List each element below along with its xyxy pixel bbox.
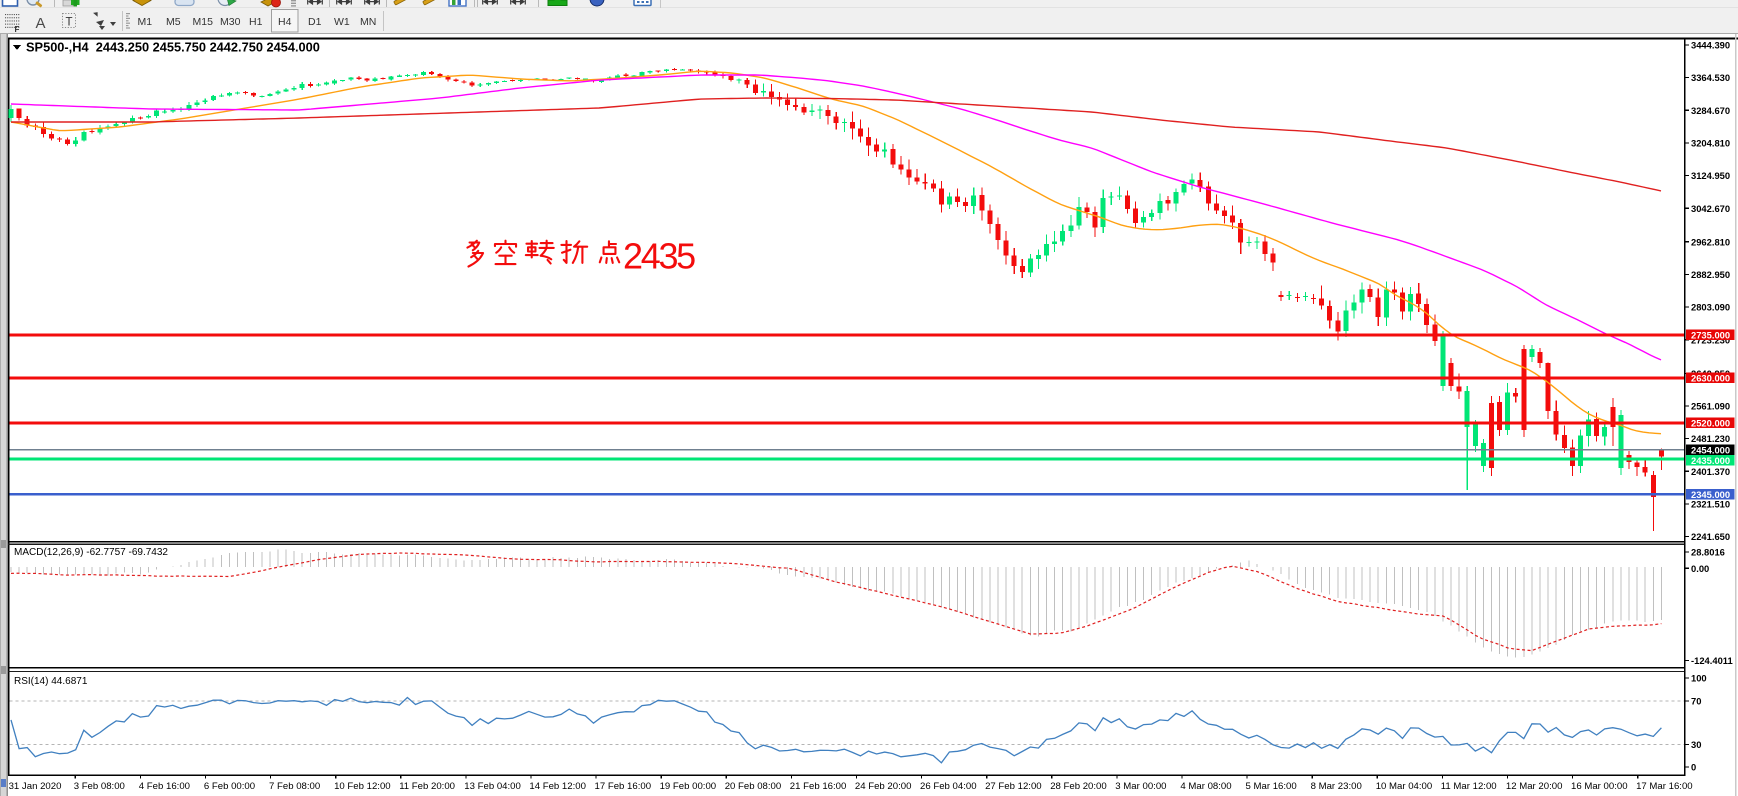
svg-text:100: 100 <box>1691 673 1707 684</box>
svg-text:30: 30 <box>1691 739 1701 750</box>
svg-text:3444.390: 3444.390 <box>1691 40 1730 51</box>
svg-text:3364.530: 3364.530 <box>1691 72 1730 83</box>
svg-text:19 Feb 00:00: 19 Feb 00:00 <box>660 781 717 792</box>
svg-text:2561.090: 2561.090 <box>1691 401 1730 412</box>
svg-text:13 Feb 04:00: 13 Feb 04:00 <box>464 781 521 792</box>
svg-text:M15: M15 <box>193 16 214 28</box>
svg-text:5 Mar 16:00: 5 Mar 16:00 <box>1246 781 1297 792</box>
svg-text:2241.650: 2241.650 <box>1691 531 1730 542</box>
svg-text:2520.000: 2520.000 <box>1691 418 1730 429</box>
svg-text:0: 0 <box>1691 762 1696 773</box>
svg-text:3284.670: 3284.670 <box>1691 105 1730 116</box>
svg-text:10 Mar 04:00: 10 Mar 04:00 <box>1376 781 1433 792</box>
svg-text:F: F <box>15 25 20 34</box>
svg-text:0.00: 0.00 <box>1691 563 1709 574</box>
svg-text:2735.000: 2735.000 <box>1691 330 1730 341</box>
svg-text:W1: W1 <box>334 16 350 28</box>
svg-text:H4: H4 <box>278 16 292 28</box>
svg-text:4 Mar 08:00: 4 Mar 08:00 <box>1180 781 1231 792</box>
svg-text:-124.4011: -124.4011 <box>1691 655 1733 666</box>
svg-text:8 Mar 23:00: 8 Mar 23:00 <box>1311 781 1362 792</box>
svg-text:31 Jan 2020: 31 Jan 2020 <box>9 781 62 792</box>
svg-text:D1: D1 <box>308 16 322 28</box>
svg-text:3042.670: 3042.670 <box>1691 203 1730 214</box>
svg-text:SP500-,H4 2443.250 2455.750 2: SP500-,H4 2443.250 2455.750 2442.750 245… <box>26 40 320 55</box>
svg-text:2435: 2435 <box>623 236 695 277</box>
svg-text:M30: M30 <box>220 16 241 28</box>
svg-text:2803.090: 2803.090 <box>1691 302 1730 313</box>
svg-text:2962.810: 2962.810 <box>1691 236 1730 247</box>
svg-text:16 Mar 00:00: 16 Mar 00:00 <box>1571 781 1628 792</box>
svg-text:MN: MN <box>360 16 376 28</box>
svg-text:14 Feb 12:00: 14 Feb 12:00 <box>529 781 586 792</box>
svg-text:M5: M5 <box>166 16 181 28</box>
svg-text:2435.000: 2435.000 <box>1691 455 1730 466</box>
svg-text:17 Feb 16:00: 17 Feb 16:00 <box>595 781 652 792</box>
svg-text:11 Feb 20:00: 11 Feb 20:00 <box>399 781 455 792</box>
svg-text:10 Feb 12:00: 10 Feb 12:00 <box>334 781 391 792</box>
svg-text:2882.950: 2882.950 <box>1691 269 1730 280</box>
svg-text:H1: H1 <box>249 16 263 28</box>
svg-text:MACD(12,26,9) -62.7757 -69.743: MACD(12,26,9) -62.7757 -69.7432 <box>14 547 168 558</box>
svg-text:17 Mar 16:00: 17 Mar 16:00 <box>1636 781 1693 792</box>
svg-text:3204.810: 3204.810 <box>1691 138 1730 149</box>
svg-text:27 Feb 12:00: 27 Feb 12:00 <box>985 781 1042 792</box>
svg-text:2481.230: 2481.230 <box>1691 433 1730 444</box>
svg-text:2401.370: 2401.370 <box>1691 466 1730 477</box>
svg-text:7 Feb 08:00: 7 Feb 08:00 <box>269 781 320 792</box>
svg-text:12 Mar 20:00: 12 Mar 20:00 <box>1506 781 1563 792</box>
svg-text:24 Feb 20:00: 24 Feb 20:00 <box>855 781 912 792</box>
svg-text:2321.510: 2321.510 <box>1691 499 1730 510</box>
svg-text:2630.000: 2630.000 <box>1691 373 1730 384</box>
svg-text:RSI(14) 44.6871: RSI(14) 44.6871 <box>14 676 88 687</box>
svg-text:A: A <box>36 15 46 32</box>
svg-text:21 Feb 16:00: 21 Feb 16:00 <box>790 781 847 792</box>
svg-text:11 Mar 12:00: 11 Mar 12:00 <box>1441 781 1497 792</box>
svg-text:M1: M1 <box>138 16 153 28</box>
svg-text:3 Mar 00:00: 3 Mar 00:00 <box>1115 781 1166 792</box>
svg-text:T: T <box>66 17 73 29</box>
svg-text:2454.000: 2454.000 <box>1691 445 1730 456</box>
svg-text:28 Feb 20:00: 28 Feb 20:00 <box>1050 781 1107 792</box>
svg-text:70: 70 <box>1691 696 1701 707</box>
svg-text:6 Feb 00:00: 6 Feb 00:00 <box>204 781 255 792</box>
svg-text:3 Feb 08:00: 3 Feb 08:00 <box>74 781 125 792</box>
svg-text:28.8016: 28.8016 <box>1691 547 1725 558</box>
svg-text:2345.000: 2345.000 <box>1691 489 1730 500</box>
svg-text:20 Feb 08:00: 20 Feb 08:00 <box>725 781 782 792</box>
svg-text:3124.950: 3124.950 <box>1691 170 1730 181</box>
svg-text:4 Feb 16:00: 4 Feb 16:00 <box>139 781 190 792</box>
svg-text:26 Feb 04:00: 26 Feb 04:00 <box>920 781 977 792</box>
